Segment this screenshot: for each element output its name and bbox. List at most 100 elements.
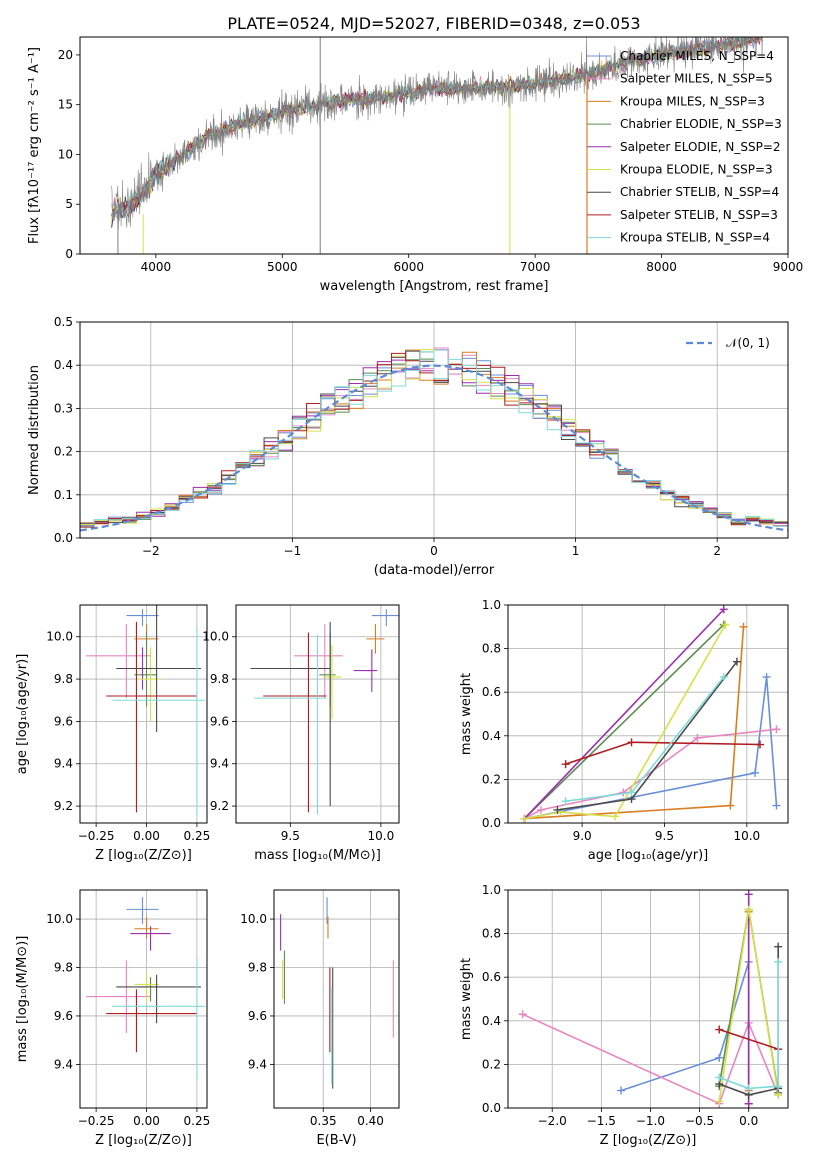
y-tick-label: 20 [58, 48, 73, 62]
axes-frame [79, 889, 208, 1109]
y-tick-label: 9.8 [54, 672, 73, 686]
plot-area [80, 890, 207, 1108]
axes-frame [79, 604, 208, 824]
y-tick-label: 10.0 [46, 912, 73, 926]
mass-weight-marker [726, 801, 735, 810]
y-tick-label: 5 [65, 197, 73, 211]
mass-weight-marker [518, 1010, 527, 1019]
x-tick-label: 0.25 [184, 829, 211, 843]
axes-frame [235, 604, 400, 824]
y-tick-label: 10 [58, 147, 73, 161]
legend-label: Salpeter STELIB, N_SSP=3 [620, 208, 778, 222]
y-tick-label: 0.0 [54, 531, 73, 545]
x-tick-label: 5000 [267, 260, 298, 274]
legend-label: Chabrier ELODIE, N_SSP=3 [620, 117, 782, 131]
x-tick-label: −2 [142, 544, 160, 558]
mass-weight-marker [536, 805, 545, 814]
legend-label: Kroupa STELIB, N_SSP=4 [620, 231, 770, 245]
y-axis-label: mass [log₁₀(M/M⊙)] [15, 936, 30, 1063]
mass-weight-line [718, 1028, 779, 1050]
legend-label: Kroupa ELODIE, N_SSP=3 [620, 163, 773, 177]
x-tick-label: −0.25 [78, 1114, 115, 1128]
y-tick-label: 9.2 [54, 799, 73, 813]
mass-weight-marker [756, 740, 764, 749]
y-axis-label: mass weight [459, 958, 474, 1040]
legend-label: Kroupa MILES, N_SSP=3 [620, 94, 765, 108]
y-tick-label: 0.5 [54, 315, 73, 329]
y-tick-label: 0.6 [482, 685, 501, 699]
mass-weight-line [718, 961, 780, 1090]
mass-weight-marker [715, 1073, 724, 1082]
y-tick-label: 1.0 [482, 598, 501, 612]
y-axis-label: Normed distribution [27, 365, 42, 495]
mass-weight-marker [693, 733, 702, 742]
x-axis-label: (data-model)/error [374, 563, 495, 578]
y-tick-label: 0 [65, 247, 73, 261]
x-tick-label: 4000 [141, 260, 172, 274]
model-spectrum-line [111, 37, 762, 217]
axes-frame [79, 321, 789, 539]
mass-weight-marker [611, 812, 620, 821]
y-tick-label: 9.6 [248, 1009, 267, 1023]
legend-label: Chabrier STELIB, N_SSP=4 [620, 185, 779, 199]
plot-area [508, 890, 788, 1108]
y-axis-label: age [log₁₀(age/yr)] [15, 654, 30, 775]
y-tick-label: 9.2 [210, 799, 229, 813]
x-tick-label: 7000 [520, 260, 551, 274]
x-tick-label: 9.0 [573, 829, 592, 843]
plot-area [508, 605, 788, 823]
spectrum-title: PLATE=0524, MJD=52027, FIBERID=0348, z=0… [227, 14, 640, 33]
mass-weight-marker [774, 1082, 783, 1091]
mass-weight-marker [627, 788, 636, 797]
y-tick-label: 10.0 [240, 912, 267, 926]
mass-weight-marker [774, 957, 783, 966]
y-tick-label: 9.4 [248, 1057, 267, 1071]
x-tick-label: 0 [430, 544, 438, 558]
mass-weight-marker [616, 1086, 625, 1095]
y-tick-label: 9.8 [54, 961, 73, 975]
axes-frame [507, 889, 789, 1109]
mass-weight-marker [561, 797, 570, 806]
mass-weight-marker [715, 1053, 724, 1062]
legend-label: Salpeter ELODIE, N_SSP=2 [620, 140, 781, 154]
mass-weight-vs-age-panel: 9.0 9.5 10.0 0.0 0.2 0.4 0.6 0.8 1.0 age [log₁₀(a… [459, 598, 789, 863]
mass-weight-marker [744, 890, 753, 899]
y-tick-label: 0.4 [54, 358, 73, 372]
mass-vs-ebv-panel: 0.35 0.40 9.4 9.6 9.8 10.0 E(B-V) [240, 889, 400, 1148]
y-tick-label: 0.0 [482, 816, 501, 830]
axes-frame [507, 604, 789, 824]
y-tick-label: 0.8 [482, 642, 501, 656]
y-tick-label: 9.6 [54, 714, 73, 728]
y-tick-label: 0.2 [482, 772, 501, 786]
y-tick-label: 10.0 [46, 630, 73, 644]
y-tick-label: 15 [58, 98, 73, 112]
legend-label: Chabrier MILES, N_SSP=4 [620, 49, 774, 63]
plot-area [111, 37, 763, 254]
y-tick-label: 0.2 [482, 1057, 501, 1071]
mass-weight-vs-metallicity-panel: −2.0 −1.5 −1.0 −0.5 0.0 0.0 0.2 0.4 0.6 0.8 1.0 Z [… [459, 883, 789, 1148]
y-tick-label: 1.0 [482, 883, 501, 897]
mass-weight-marker [715, 1097, 724, 1106]
plot-area [80, 605, 207, 823]
x-tick-label: 2 [713, 544, 721, 558]
mass-weight-marker [520, 814, 529, 823]
x-tick-label: 10.0 [733, 829, 760, 843]
mass-weight-marker [721, 620, 730, 629]
age-vs-mass-panel: 9.5 10.0 9.2 9.4 9.6 9.8 10.0 mass [log₁₀(M/M⊙)… [202, 604, 400, 863]
x-tick-label: −1.0 [636, 1114, 665, 1128]
y-tick-label: 9.6 [54, 1009, 73, 1023]
axes-frame [79, 36, 789, 255]
y-tick-label: 0.2 [54, 445, 73, 459]
y-tick-label: 0.4 [482, 729, 501, 743]
y-tick-label: 9.4 [54, 757, 73, 771]
y-tick-label: 9.6 [210, 714, 229, 728]
x-axis-label: wavelength [Angstrom, rest frame] [320, 279, 549, 294]
x-tick-label: −2.0 [538, 1114, 567, 1128]
y-tick-label: 0.8 [482, 927, 501, 941]
mass-weight-marker [715, 1025, 724, 1034]
y-axis-label: mass weight [459, 673, 474, 755]
mass-weight-marker [751, 768, 760, 777]
x-tick-label: 0.40 [357, 1114, 384, 1128]
x-tick-label: 8000 [646, 260, 677, 274]
y-tick-label: 0.0 [482, 1101, 501, 1115]
